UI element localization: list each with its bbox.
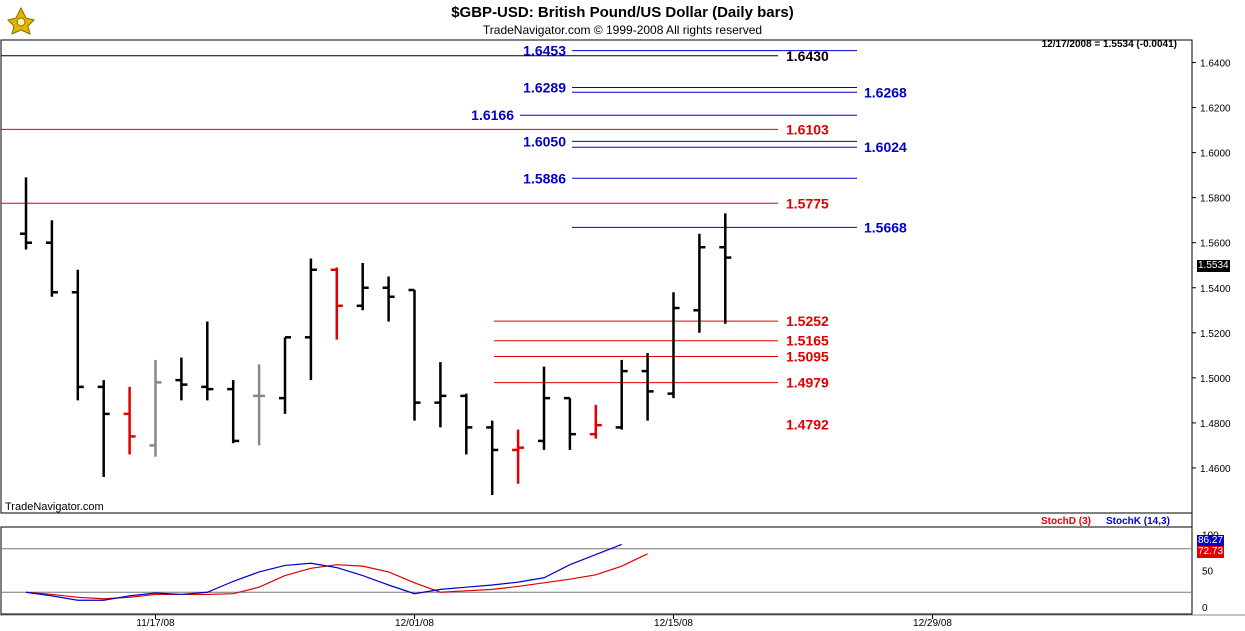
level-label: 1.4979 [786, 375, 829, 391]
stoch-tick-label: 0 [1202, 603, 1208, 614]
price-tick-label: 1.5400 [1200, 284, 1231, 295]
price-tick-label: 1.6200 [1200, 104, 1231, 115]
level-label: 1.5886 [523, 170, 566, 186]
copyright-text: TradeNavigator.com © 1999-2008 All right… [482, 23, 763, 37]
price-tick-label: 1.6400 [1200, 59, 1231, 70]
trade-navigator-logo-icon [4, 4, 38, 38]
stochk-value-badge: 86.27 [1197, 535, 1225, 547]
date-tick-label: 12/01/08 [395, 618, 434, 629]
level-label: 1.5668 [864, 219, 907, 235]
date-tick-label: 12/29/08 [913, 618, 952, 629]
level-label: 1.6166 [471, 107, 514, 123]
level-label: 1.5775 [786, 195, 829, 211]
stoch-series-line [25, 543, 622, 601]
price-tick-label: 1.5800 [1200, 194, 1231, 205]
date-tick-label: 11/17/08 [136, 618, 175, 629]
level-label: 1.6430 [786, 48, 829, 64]
level-label: 1.5252 [786, 313, 829, 329]
watermark: TradeNavigator.com [5, 501, 104, 513]
level-label: 1.4792 [786, 417, 829, 433]
level-label: 1.5165 [786, 333, 829, 349]
level-label: 1.6289 [523, 80, 566, 96]
level-label: 1.6103 [786, 121, 829, 137]
level-label: 1.6453 [523, 43, 566, 59]
price-tick-label: 1.4800 [1200, 419, 1231, 430]
price-badge: 1.5534 [1197, 260, 1230, 272]
last-quote: 12/17/2008 = 1.5534 (-0.0041) [1041, 39, 1177, 50]
price-panel [0, 39, 1193, 514]
date-tick-label: 12/15/08 [654, 618, 693, 629]
price-tick-label: 1.5600 [1200, 239, 1231, 250]
stochastic-panel [0, 526, 1193, 615]
stochd-value-badge: 72.73 [1197, 546, 1225, 558]
price-tick-label: 1.5200 [1200, 329, 1231, 340]
level-label: 1.5095 [786, 348, 829, 364]
stochk-legend: StochK (14,3) [1106, 516, 1170, 527]
chart-title: $GBP-USD: British Pound/US Dollar (Daily… [451, 4, 794, 21]
level-label: 1.6050 [523, 133, 566, 149]
level-label: 1.6024 [864, 139, 907, 155]
price-tick-label: 1.6000 [1200, 149, 1231, 160]
stoch-series-line [25, 553, 648, 600]
price-tick-label: 1.4600 [1200, 464, 1231, 475]
price-tick-label: 1.5000 [1200, 374, 1231, 385]
stoch-tick-label: 50 [1202, 567, 1214, 578]
level-label: 1.6268 [864, 84, 907, 100]
stochd-legend: StochD (3) [1041, 516, 1091, 527]
